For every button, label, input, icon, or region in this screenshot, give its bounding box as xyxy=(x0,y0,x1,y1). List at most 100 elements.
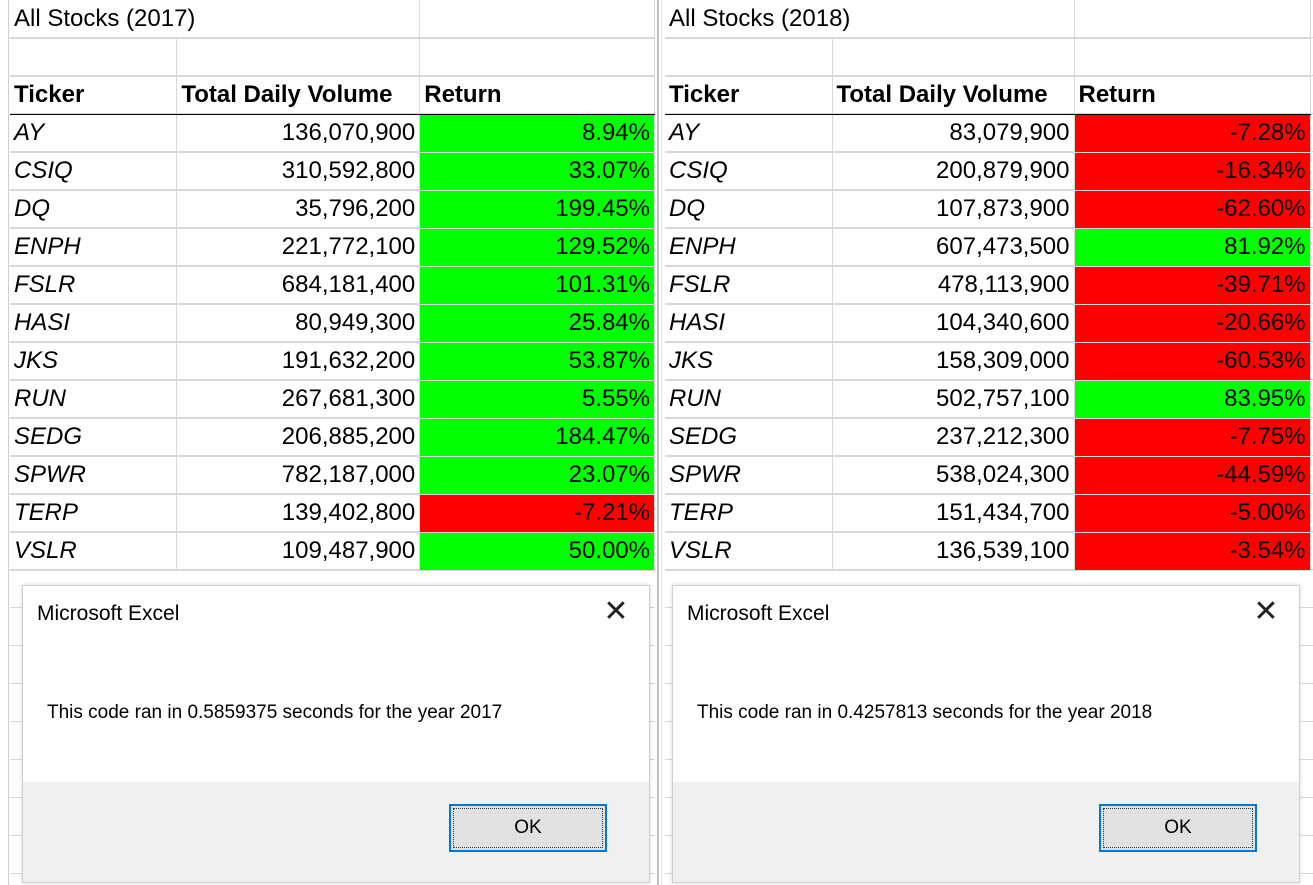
return-cell[interactable]: -7.21% xyxy=(419,494,655,533)
return-cell[interactable]: -62.60% xyxy=(1074,190,1311,229)
volume-cell[interactable]: 237,212,300 xyxy=(832,418,1075,457)
dialog-title: Microsoft Excel xyxy=(37,602,180,625)
ticker-cell[interactable]: JKS xyxy=(10,342,178,381)
ticker-cell[interactable]: AY xyxy=(665,114,833,153)
return-cell[interactable]: -7.28% xyxy=(1074,114,1311,153)
ticker-cell[interactable]: FSLR xyxy=(10,266,178,305)
volume-cell[interactable]: 538,024,300 xyxy=(832,456,1075,495)
volume-cell[interactable]: 221,772,100 xyxy=(176,228,421,267)
return-cell[interactable]: -3.54% xyxy=(1074,532,1311,571)
ticker-cell[interactable]: TERP xyxy=(665,494,833,533)
table-row: VSLR 109,487,900 50.00% xyxy=(10,532,655,571)
return-cell[interactable]: -7.75% xyxy=(1074,418,1311,457)
ticker-cell[interactable]: SEDG xyxy=(10,418,178,457)
ticker-cell[interactable]: RUN xyxy=(665,380,833,419)
column-header[interactable]: Total Daily Volume xyxy=(832,76,1075,115)
ticker-cell[interactable]: HASI xyxy=(10,304,178,343)
ok-button[interactable]: OK xyxy=(1099,804,1257,852)
volume-cell[interactable]: 136,539,100 xyxy=(832,532,1075,571)
volume-cell[interactable]: 109,487,900 xyxy=(176,532,421,571)
return-cell[interactable]: 50.00% xyxy=(419,532,655,571)
column-header[interactable]: Ticker xyxy=(10,76,178,115)
cell[interactable] xyxy=(419,0,655,39)
return-cell[interactable]: 5.55% xyxy=(419,380,655,419)
cell[interactable] xyxy=(832,38,1075,77)
column-header[interactable]: Return xyxy=(419,76,655,115)
ticker-cell[interactable]: CSIQ xyxy=(665,152,833,191)
column-header[interactable]: Total Daily Volume xyxy=(176,76,421,115)
return-cell[interactable]: 83.95% xyxy=(1074,380,1311,419)
volume-cell[interactable]: 200,879,900 xyxy=(832,152,1075,191)
volume-cell[interactable]: 782,187,000 xyxy=(176,456,421,495)
return-cell[interactable]: 8.94% xyxy=(419,114,655,153)
ticker-cell[interactable]: SPWR xyxy=(665,456,833,495)
ticker-cell[interactable]: SEDG xyxy=(665,418,833,457)
volume-cell[interactable]: 310,592,800 xyxy=(176,152,421,191)
volume-cell[interactable]: 684,181,400 xyxy=(176,266,421,305)
ticker-cell[interactable]: VSLR xyxy=(10,532,178,571)
column-header[interactable]: Return xyxy=(1074,76,1311,115)
volume-cell[interactable]: 158,309,000 xyxy=(832,342,1075,381)
return-cell[interactable]: -16.34% xyxy=(1074,152,1311,191)
volume-cell[interactable]: 104,340,600 xyxy=(832,304,1075,343)
volume-cell[interactable]: 206,885,200 xyxy=(176,418,421,457)
return-cell[interactable]: 53.87% xyxy=(419,342,655,381)
sheet-title[interactable]: All Stocks (2017) xyxy=(10,0,421,39)
volume-cell[interactable]: 107,873,900 xyxy=(832,190,1075,229)
ticker-cell[interactable]: DQ xyxy=(665,190,833,229)
table-row: VSLR 136,539,100 -3.54% xyxy=(665,532,1311,571)
ok-button[interactable]: OK xyxy=(449,804,607,852)
volume-cell[interactable]: 267,681,300 xyxy=(176,380,421,419)
ticker-cell[interactable]: CSIQ xyxy=(10,152,178,191)
sheet-title[interactable]: All Stocks (2018) xyxy=(665,0,1075,39)
close-icon[interactable]: ✕ xyxy=(603,595,629,628)
return-cell[interactable]: 25.84% xyxy=(419,304,655,343)
window-divider-line xyxy=(661,0,662,885)
cell[interactable] xyxy=(419,38,655,77)
cell[interactable] xyxy=(176,38,421,77)
cell[interactable] xyxy=(10,38,178,77)
return-cell[interactable]: -5.00% xyxy=(1074,494,1311,533)
table-row: TERP 151,434,700 -5.00% xyxy=(665,494,1311,533)
volume-cell[interactable]: 478,113,900 xyxy=(832,266,1075,305)
return-cell[interactable]: 129.52% xyxy=(419,228,655,267)
title-row: All Stocks (2017) xyxy=(10,0,655,39)
volume-cell[interactable]: 151,434,700 xyxy=(832,494,1075,533)
volume-cell[interactable]: 83,079,900 xyxy=(832,114,1075,153)
ticker-cell[interactable]: HASI xyxy=(665,304,833,343)
column-header[interactable]: Ticker xyxy=(665,76,833,115)
ticker-cell[interactable]: VSLR xyxy=(665,532,833,571)
return-cell[interactable]: 199.45% xyxy=(419,190,655,229)
ticker-cell[interactable]: DQ xyxy=(10,190,178,229)
return-cell[interactable]: 81.92% xyxy=(1074,228,1311,267)
return-cell[interactable]: 184.47% xyxy=(419,418,655,457)
volume-cell[interactable]: 607,473,500 xyxy=(832,228,1075,267)
volume-cell[interactable]: 80,949,300 xyxy=(176,304,421,343)
ticker-cell[interactable]: JKS xyxy=(665,342,833,381)
cell[interactable] xyxy=(665,38,833,77)
volume-cell[interactable]: 139,402,800 xyxy=(176,494,421,533)
return-cell[interactable]: -60.53% xyxy=(1074,342,1311,381)
table-row: RUN 267,681,300 5.55% xyxy=(10,380,655,419)
volume-cell[interactable]: 191,632,200 xyxy=(176,342,421,381)
return-cell[interactable]: 33.07% xyxy=(419,152,655,191)
table-row: HASI 104,340,600 -20.66% xyxy=(665,304,1311,343)
return-cell[interactable]: -39.71% xyxy=(1074,266,1311,305)
ticker-cell[interactable]: TERP xyxy=(10,494,178,533)
return-cell[interactable]: -20.66% xyxy=(1074,304,1311,343)
ticker-cell[interactable]: AY xyxy=(10,114,178,153)
return-cell[interactable]: -44.59% xyxy=(1074,456,1311,495)
close-icon[interactable]: ✕ xyxy=(1253,595,1279,628)
ticker-cell[interactable]: ENPH xyxy=(10,228,178,267)
volume-cell[interactable]: 136,070,900 xyxy=(176,114,421,153)
cell[interactable] xyxy=(1074,0,1311,39)
ticker-cell[interactable]: FSLR xyxy=(665,266,833,305)
return-cell[interactable]: 23.07% xyxy=(419,456,655,495)
cell[interactable] xyxy=(1074,38,1311,77)
volume-cell[interactable]: 35,796,200 xyxy=(176,190,421,229)
return-cell[interactable]: 101.31% xyxy=(419,266,655,305)
ticker-cell[interactable]: RUN xyxy=(10,380,178,419)
volume-cell[interactable]: 502,757,100 xyxy=(832,380,1075,419)
ticker-cell[interactable]: SPWR xyxy=(10,456,178,495)
ticker-cell[interactable]: ENPH xyxy=(665,228,833,267)
